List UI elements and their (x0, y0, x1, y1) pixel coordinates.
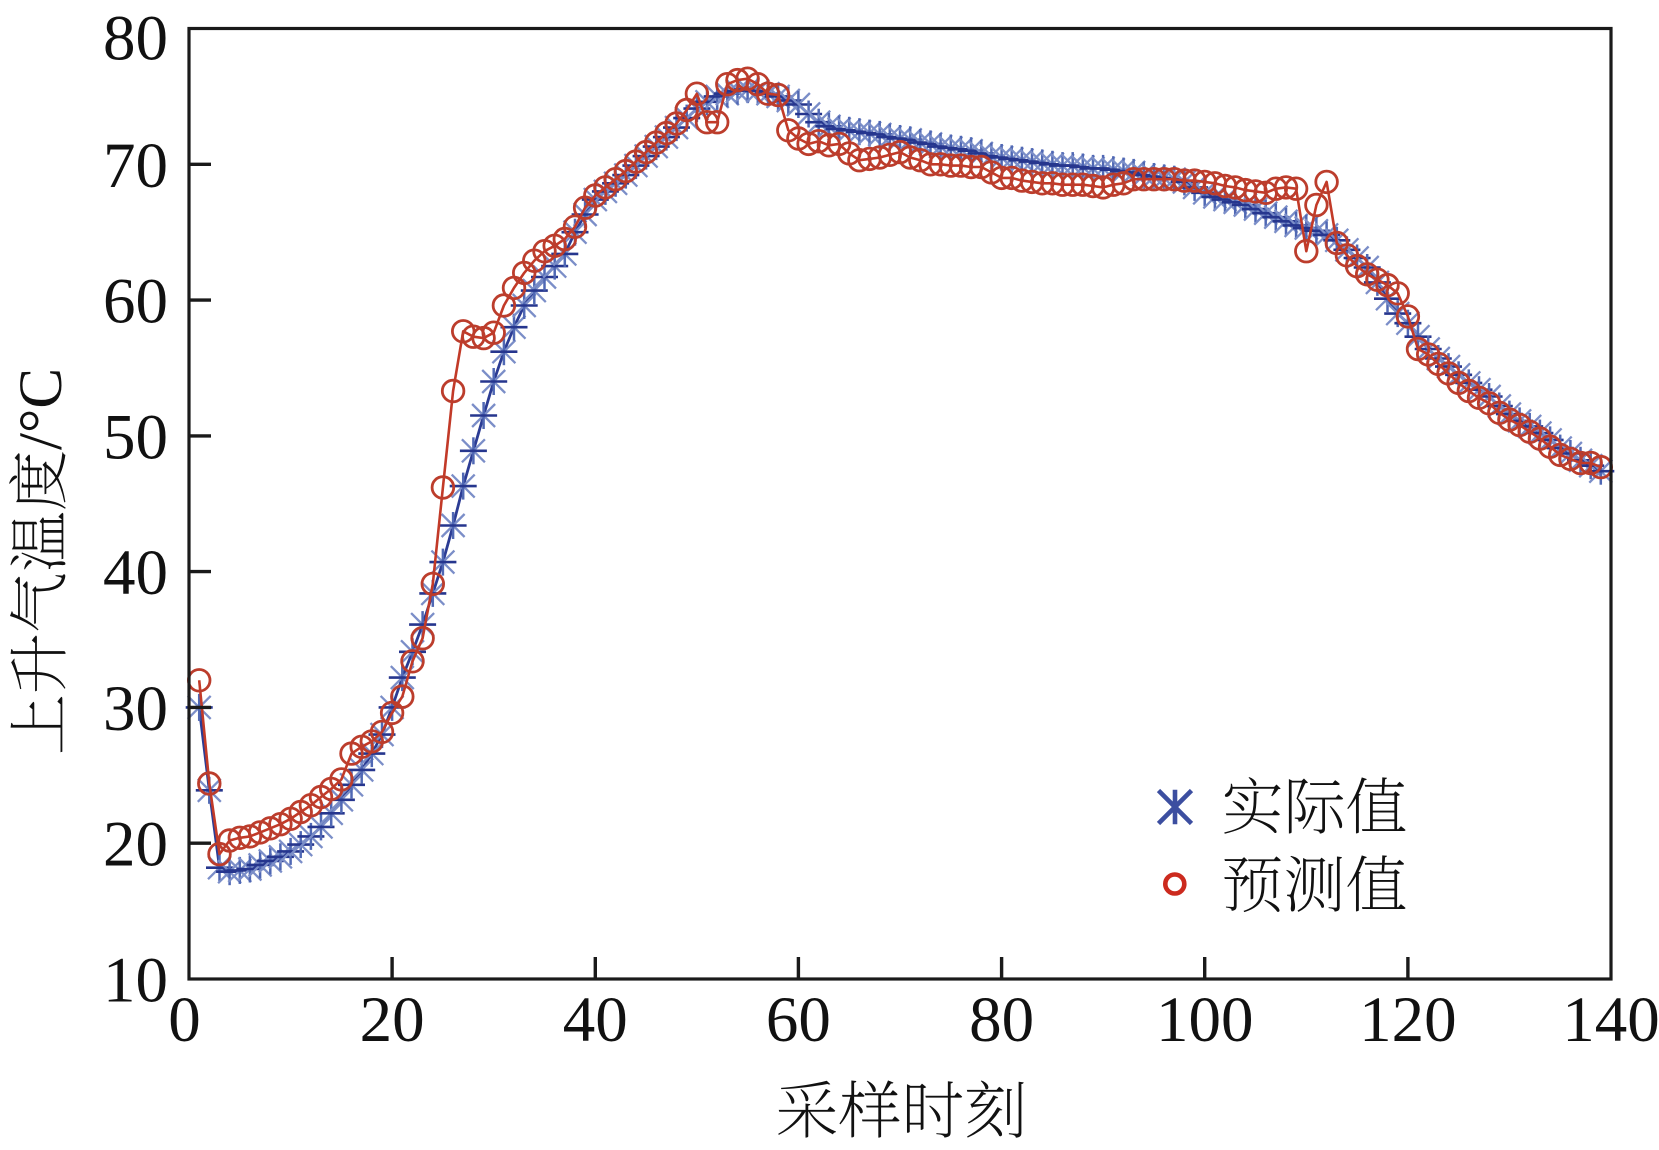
svg-text:50: 50 (103, 401, 168, 473)
svg-text:40: 40 (563, 984, 628, 1056)
svg-text:20: 20 (103, 809, 168, 881)
svg-text:60: 60 (103, 266, 168, 338)
svg-text:70: 70 (103, 130, 168, 202)
svg-text:80: 80 (969, 984, 1034, 1056)
svg-text:10: 10 (103, 945, 168, 1017)
svg-text:/°C: /°C (8, 368, 75, 450)
svg-text:20: 20 (360, 984, 425, 1056)
svg-text:30: 30 (103, 673, 168, 745)
svg-text:140: 140 (1562, 984, 1659, 1056)
svg-text:0: 0 (168, 984, 201, 1056)
svg-text:80: 80 (103, 3, 168, 75)
svg-text:40: 40 (103, 537, 168, 609)
svg-text:120: 120 (1359, 984, 1457, 1056)
svg-text:100: 100 (1156, 984, 1254, 1056)
svg-text:60: 60 (766, 984, 831, 1056)
